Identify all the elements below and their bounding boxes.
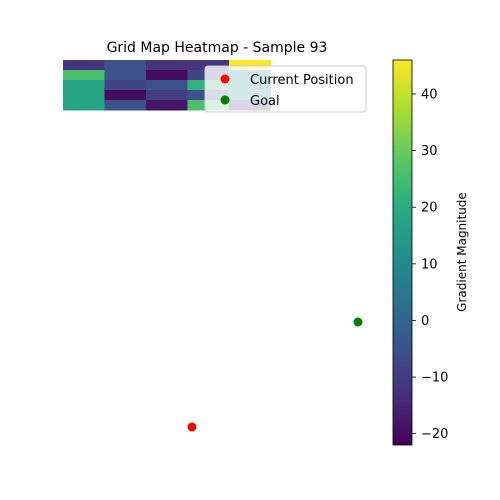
heatmap-cell: [104, 90, 147, 101]
heatmap-cell: [146, 80, 188, 91]
heatmap-cell: [63, 100, 105, 111]
legend-marker-current-position: [220, 74, 230, 84]
legend-label-current-position: Current Position: [250, 73, 354, 88]
colorbar-tick-label: 20: [421, 201, 438, 216]
colorbar: −20 −10 0 10 20 30 40 Gradient Magnitude: [392, 59, 469, 446]
heatmap-cell: [104, 80, 147, 91]
legend-box: [204, 65, 367, 113]
colorbar-ticks: −20 −10 0 10 20 30 40: [412, 87, 448, 442]
current-position-marker: [187, 422, 197, 432]
legend: Current Position Goal: [204, 65, 367, 113]
colorbar-tick-label: 30: [421, 144, 438, 159]
heatmap-cell: [187, 60, 230, 71]
legend-label-goal: Goal: [250, 94, 280, 109]
heatmap-cell: [63, 80, 105, 91]
heatmap-cell: [104, 100, 147, 111]
colorbar-tick-label: 0: [421, 314, 429, 329]
position-markers: [187, 317, 363, 432]
heatmap-cell: [146, 60, 188, 71]
heatmap-cell: [63, 60, 105, 71]
heatmap-cell: [146, 100, 188, 111]
chart-title: Grid Map Heatmap - Sample 93: [107, 40, 328, 56]
heatmap-cell: [104, 70, 147, 81]
heatmap-cell: [63, 90, 105, 101]
legend-marker-goal: [220, 95, 230, 105]
colorbar-tick-label: 40: [421, 87, 438, 102]
colorbar-tick-label: 10: [421, 257, 438, 272]
heatmap-cell: [104, 60, 147, 71]
colorbar-tick-label: −10: [421, 371, 448, 386]
colorbar-label: Gradient Magnitude: [455, 192, 469, 312]
heatmap-cell: [63, 70, 105, 81]
heatmap-cell: [146, 70, 188, 81]
colorbar-tick-label: −20: [421, 427, 448, 442]
goal-marker: [353, 317, 363, 327]
colorbar-gradient: [392, 59, 413, 446]
heatmap-cell: [146, 90, 188, 101]
heatmap-cell: [229, 60, 271, 71]
